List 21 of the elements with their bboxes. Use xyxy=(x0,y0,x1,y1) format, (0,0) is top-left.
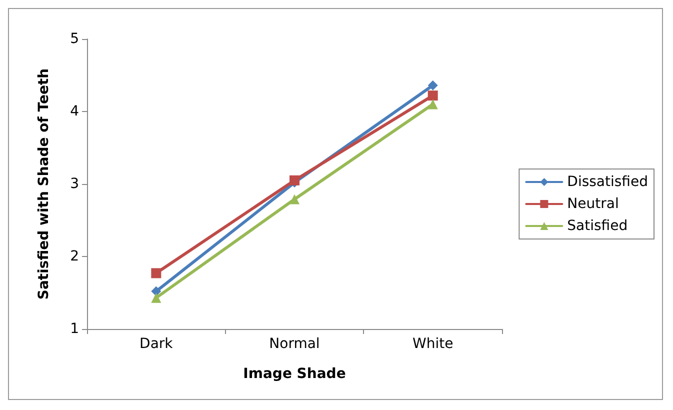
y-tick-label: 2 xyxy=(70,248,79,264)
point xyxy=(151,286,162,296)
x-tick-label: White xyxy=(412,336,454,352)
y-tick-label: 4 xyxy=(70,104,80,120)
point xyxy=(151,292,162,303)
x-axis-title: Image Shade xyxy=(243,366,346,382)
point xyxy=(290,194,300,204)
point xyxy=(290,175,300,186)
point xyxy=(428,99,438,110)
legend-label: Dissatisfied xyxy=(567,174,648,190)
legend-label: Neutral xyxy=(567,196,619,212)
y-tick-label: 5 xyxy=(70,31,79,47)
point xyxy=(428,90,438,101)
point xyxy=(428,80,438,90)
point xyxy=(151,268,162,278)
x-tick-label: Dark xyxy=(140,336,174,352)
x-tick-label: Normal xyxy=(269,336,320,352)
y-axis-title: Satisfied with Shade of Teeth xyxy=(36,68,52,300)
y-tick-label: 1 xyxy=(70,321,79,337)
y-tick-label: 3 xyxy=(70,176,79,192)
legend-label: Satisfied xyxy=(567,218,628,234)
